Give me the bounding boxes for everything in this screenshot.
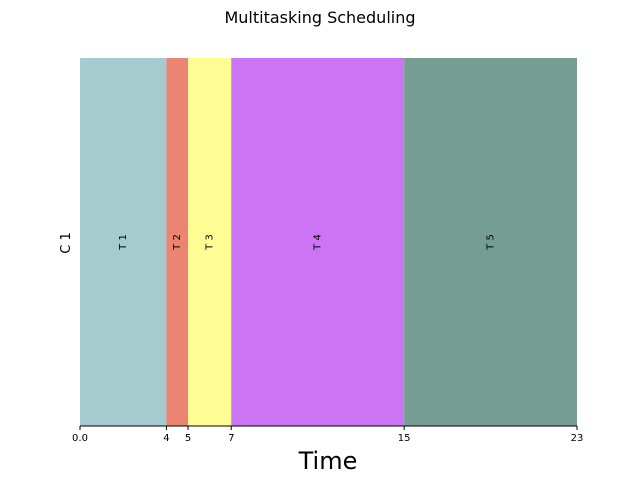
task-label-5: T 5 <box>486 234 497 251</box>
task-label-1: T 1 <box>118 234 129 251</box>
x-axis-label: Time <box>298 447 358 475</box>
task-label-4: T 4 <box>313 234 324 251</box>
x-tick-label: 5 <box>185 433 191 444</box>
task-label-3: T 3 <box>205 234 216 251</box>
x-ticks: 0.0 4 5 7 15 23 <box>72 426 583 444</box>
x-tick-label: 0.0 <box>72 433 88 444</box>
task-bar-2 <box>166 58 189 426</box>
x-tick-label: 7 <box>228 433 234 444</box>
x-tick-label: 15 <box>398 433 411 444</box>
chart-title: Multitasking Scheduling <box>224 8 416 27</box>
task-label-2: T 2 <box>172 234 183 251</box>
task-bars: T 1 T 2 T 3 T 4 T 5 <box>80 58 577 426</box>
x-tick-label: 4 <box>163 433 169 444</box>
task-bar-1 <box>80 58 167 426</box>
task-bar-3 <box>188 58 232 426</box>
task-bar-4 <box>231 58 405 426</box>
y-axis-label: C 1 <box>59 232 74 253</box>
x-tick-label: 23 <box>571 433 584 444</box>
task-bar-5 <box>404 58 577 426</box>
